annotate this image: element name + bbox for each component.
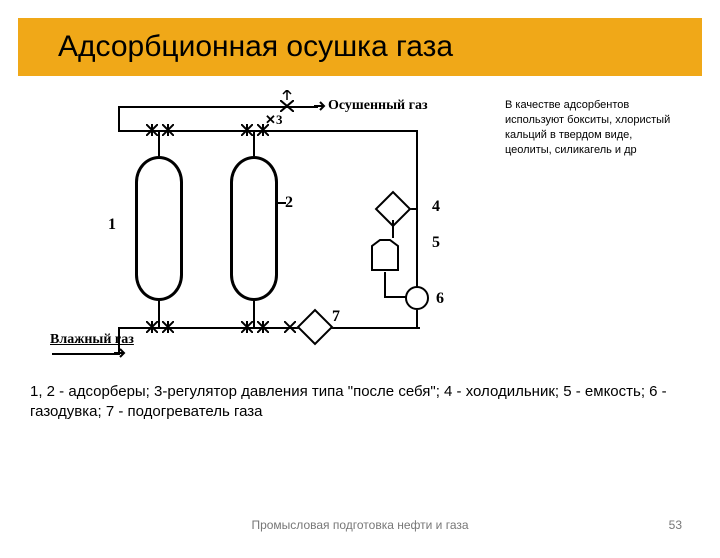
label-3n: 3 xyxy=(276,112,283,128)
footer-caption: Промысловая подготовка нефти и газа xyxy=(0,518,720,532)
content-area: 1 2 ✕ 3 4 5 6 7 Осушенный газ Влажный га… xyxy=(0,76,720,433)
tank-5 xyxy=(370,238,400,272)
title-bar: Адсорбционная осушка газа xyxy=(18,18,702,76)
valve-icon xyxy=(146,321,158,333)
adsorbent-description: В качестве адсорбентов используют боксит… xyxy=(505,98,680,157)
arrow-icon xyxy=(314,100,326,112)
pipe xyxy=(158,130,160,156)
regulator-icon xyxy=(280,100,294,112)
pipe xyxy=(384,272,386,296)
pipe xyxy=(384,296,406,298)
valve-icon xyxy=(284,321,296,333)
blower-6 xyxy=(405,286,429,310)
label-5: 5 xyxy=(432,234,440,252)
page-number: 53 xyxy=(669,518,682,532)
valve-icon xyxy=(241,321,253,333)
pipe xyxy=(278,202,286,204)
pipe xyxy=(392,220,394,238)
pipe xyxy=(253,301,255,327)
label-4: 4 xyxy=(432,198,440,216)
valve-icon xyxy=(162,124,174,136)
heater-7 xyxy=(297,309,334,346)
label-3: ✕ xyxy=(265,112,276,128)
inlet-label: Влажный газ xyxy=(50,332,134,348)
pipe xyxy=(416,130,418,288)
valve-icon xyxy=(162,321,174,333)
pipe xyxy=(416,310,418,328)
valve-icon xyxy=(146,124,158,136)
label-1: 1 xyxy=(108,216,116,234)
valve-icon xyxy=(241,124,253,136)
arrow-icon xyxy=(114,347,126,359)
process-diagram: 1 2 ✕ 3 4 5 6 7 Осушенный газ Влажный га… xyxy=(30,86,480,376)
adsorber-2 xyxy=(230,156,278,301)
arrow-icon xyxy=(282,90,292,100)
label-7: 7 xyxy=(332,308,340,326)
pipe xyxy=(158,301,160,327)
page-title: Адсорбционная осушка газа xyxy=(58,30,453,63)
pipe xyxy=(253,130,255,156)
pipe xyxy=(118,106,120,130)
legend-text: 1, 2 - адсорберы; 3-регулятор давления т… xyxy=(30,376,690,423)
pipe xyxy=(52,353,120,355)
label-6: 6 xyxy=(436,290,444,308)
valve-icon xyxy=(257,321,269,333)
label-2: 2 xyxy=(285,194,293,212)
outlet-label: Осушенный газ xyxy=(328,98,428,114)
adsorber-1 xyxy=(135,156,183,301)
